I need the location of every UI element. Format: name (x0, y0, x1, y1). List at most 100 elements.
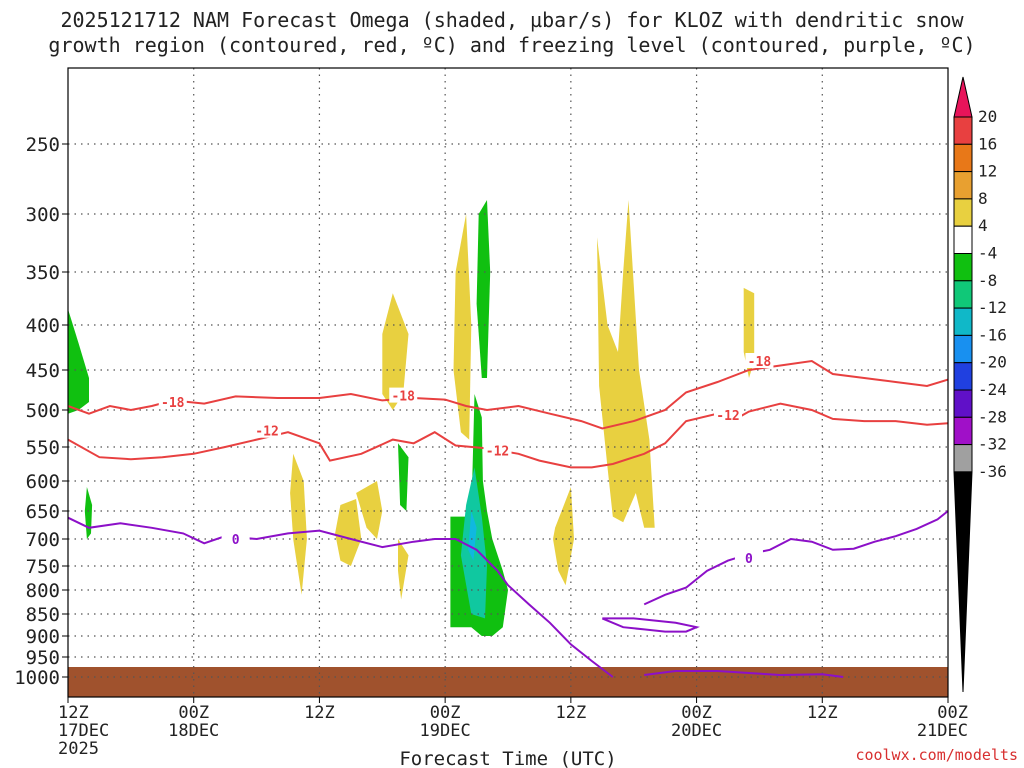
contour-4 (601, 617, 700, 633)
y-tick-label-500: 500 (26, 400, 60, 422)
colorbar-label-13: -36 (978, 462, 1007, 481)
x-tick-label2-84: 21DEC (917, 721, 968, 741)
omega-shade-1 (84, 487, 93, 539)
x-tick-label1-72: 12Z (807, 703, 838, 723)
y-tick-label-650: 650 (26, 501, 60, 523)
x-tick-label1-36: 00Z (430, 703, 461, 723)
y-tick-label-900: 900 (26, 626, 60, 648)
omega-shade-9 (476, 200, 491, 378)
y-tick-label-800: 800 (26, 580, 60, 602)
contour-label-bg-2-0 (221, 531, 250, 546)
y-tick-label-1000: 1000 (14, 667, 60, 689)
contour-label-bg-1-1 (483, 442, 512, 458)
contour-label-bg-0-2 (745, 353, 774, 368)
omega-shade-0 (68, 309, 89, 414)
colorbar-label-1: 16 (978, 134, 997, 153)
colorbar-segment-4 (953, 198, 973, 227)
omega-shade-6 (398, 443, 409, 511)
contour-2 (67, 516, 614, 678)
contour-label-3-0: 0 (745, 552, 753, 567)
colorbar-segment-11 (953, 389, 973, 418)
x-tick-label1-48: 12Z (555, 703, 586, 723)
x-tick-label1-12: 00Z (178, 703, 209, 723)
colorbar-segment-5 (953, 225, 973, 254)
contour-1 (67, 402, 949, 469)
colorbar-label-12: -32 (978, 435, 1007, 454)
x-tick-label2-36: 19DEC (420, 721, 471, 741)
x-tick-label3-0: 2025 (58, 739, 99, 759)
colorbar-segment-9 (953, 334, 973, 364)
colorbar-segment-6 (953, 253, 973, 282)
x-tick-label2-60: 20DEC (671, 721, 722, 741)
contour-5 (644, 670, 844, 678)
y-tick-label-700: 700 (26, 529, 60, 551)
omega-shade-14 (597, 200, 655, 528)
contour-label-0-2: -18 (748, 355, 772, 370)
colorbar-segment-2 (953, 143, 973, 173)
colorbar-label-3: 8 (978, 189, 988, 208)
y-tick-label-950: 950 (26, 647, 60, 669)
colorbar-segment-7 (953, 280, 973, 309)
colorbar-segment-12 (953, 416, 973, 446)
contour-label-bg-1-0 (253, 422, 282, 438)
contour-label-0-1: -18 (391, 390, 415, 405)
colorbar-segment-3 (953, 171, 973, 200)
y-tick-label-450: 450 (26, 360, 60, 382)
y-tick-label-300: 300 (26, 204, 60, 226)
contour-label-1-1: -12 (486, 444, 509, 459)
colorbar-label-6: -8 (978, 271, 997, 290)
y-tick-label-600: 600 (26, 471, 60, 493)
colorbar-label-8: -16 (978, 325, 1007, 344)
contour-label-1-0: -12 (255, 425, 278, 440)
x-tick-label2-0: 17DEC (58, 721, 109, 741)
omega-shade-3 (335, 499, 362, 566)
colorbar-segment-14 (953, 471, 973, 693)
x-tick-label2-12: 18DEC (168, 721, 219, 741)
colorbar-segment-10 (953, 362, 973, 391)
colorbar-label-11: -28 (978, 407, 1007, 426)
contour-3 (643, 510, 949, 606)
chart-title-line-2: growth region (contoured, red, ºC) and f… (48, 33, 976, 57)
chart-title-line-1: 2025121712 NAM Forecast Omega (shaded, µ… (60, 8, 964, 32)
plot-frame (67, 67, 949, 698)
colorbar-segment-1 (953, 116, 973, 145)
contour-label-1-2: -12 (716, 409, 739, 424)
omega-shade-8 (453, 214, 472, 440)
colorbar-segment-0 (953, 76, 973, 118)
contour-label-bg-0-0 (158, 394, 187, 409)
omega-shade-4 (356, 481, 383, 539)
x-tick-label1-84: 00Z (937, 703, 968, 723)
contour-label-bg-1-2 (714, 407, 742, 423)
credit-link[interactable]: coolwx.com/modelts (855, 746, 1018, 764)
y-tick-label-350: 350 (26, 262, 60, 284)
omega-shade-5 (382, 293, 409, 410)
y-tick-label-850: 850 (26, 604, 60, 626)
omega-shade-2 (290, 453, 307, 595)
colorbar-label-5: -4 (978, 244, 997, 263)
contour-label-bg-0-1 (389, 387, 418, 403)
x-tick-label1-0: 12Z (58, 703, 89, 723)
x-axis-title: Forecast Time (UTC) (399, 748, 616, 768)
colorbar-label-9: -20 (978, 353, 1007, 372)
colorbar-label-10: -24 (978, 380, 1007, 399)
y-tick-label-250: 250 (26, 134, 60, 156)
contour-label-2-0: 0 (232, 533, 240, 548)
colorbar-segment-13 (953, 444, 973, 473)
colorbar-label-7: -12 (978, 298, 1007, 317)
x-tick-label1-60: 00Z (681, 703, 712, 723)
contour-label-0-0: -18 (161, 396, 185, 411)
colorbar-label-4: 4 (978, 216, 988, 235)
y-tick-label-400: 400 (26, 315, 60, 337)
y-tick-label-550: 550 (26, 437, 60, 459)
colorbar-label-2: 12 (978, 162, 997, 181)
omega-shade-7 (398, 539, 409, 600)
colorbar-segment-8 (953, 307, 973, 336)
colorbar-label-0: 20 (978, 107, 997, 126)
y-tick-label-750: 750 (26, 556, 60, 578)
contour-label-bg-3-0 (734, 549, 763, 565)
x-tick-label1-24: 12Z (304, 703, 335, 723)
surface-terrain (68, 667, 948, 697)
contour-0 (67, 359, 949, 430)
